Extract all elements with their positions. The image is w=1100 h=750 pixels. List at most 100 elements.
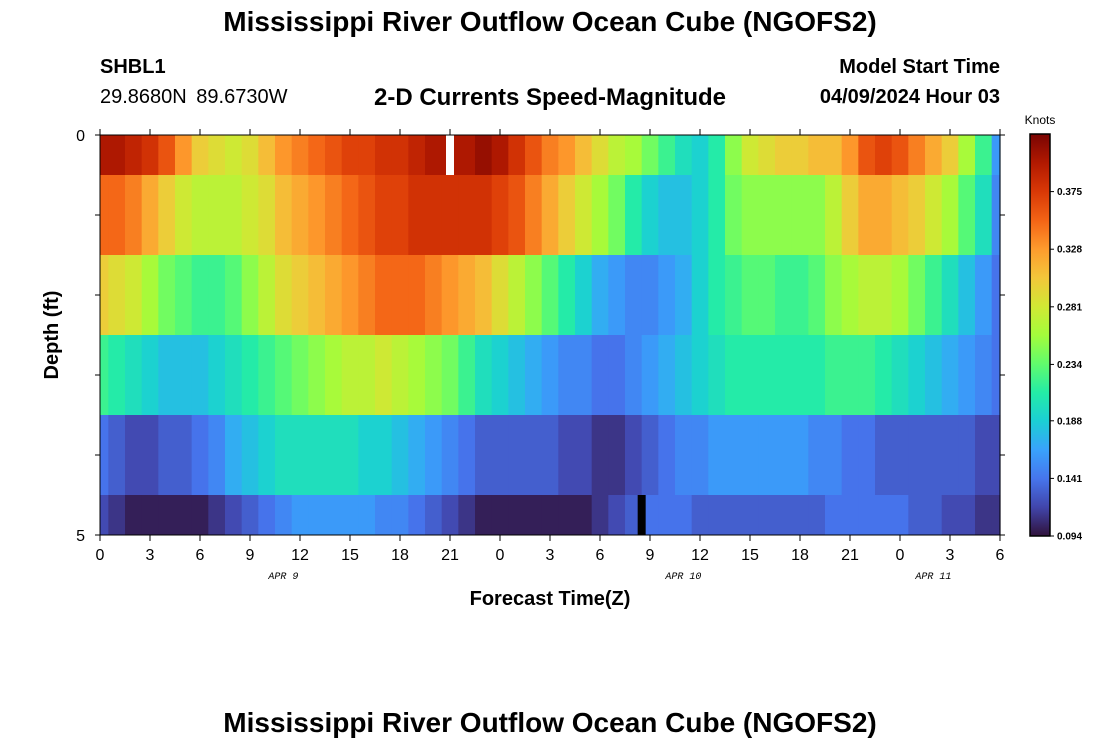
heatmap-cell [791,255,809,335]
heatmap-cell [325,495,343,535]
heatmap-cell [458,255,476,335]
heatmap-cell [175,135,193,175]
heatmap-cell [791,415,809,495]
heatmap-cell [341,175,359,255]
heatmap-cell [100,135,109,175]
heatmap-cell [408,135,426,175]
heatmap-cell [925,255,943,335]
heatmap-cell [175,175,193,255]
heatmap-cell [708,135,726,175]
heatmap-cell [691,495,709,535]
colorbar-tick-label: 0.328 [1057,245,1082,256]
heatmap-cell [108,495,126,535]
missing-data-marker [637,495,646,535]
heatmap-cell [808,415,826,495]
heatmap-cell [941,495,959,535]
heatmap-cell [491,495,509,535]
heatmap-cell [908,415,926,495]
heatmap-cell [241,175,259,255]
heatmap-cell [491,255,509,335]
heatmap-cell [858,495,876,535]
heatmap-cell [975,255,993,335]
heatmap-cell [925,495,943,535]
heatmap-cell [125,175,143,255]
heatmap-cell [108,255,126,335]
heatmap-cell [358,255,376,335]
heatmap-cell [925,415,943,495]
heatmap-cell [258,415,276,495]
heatmap-chart: 0 3 6 9 12 15 18 21 0 3 6 9 12 15 18 21 0 3 6 APR 9 APR 10 AP… [41,113,1082,610]
heatmap-cell [291,175,309,255]
x-tick-label: 6 [596,547,605,564]
heatmap-cell [541,335,559,415]
heatmap-cell [475,335,493,415]
heatmap-cell [875,335,893,415]
heatmap-cell [258,335,276,415]
heatmap-cell [425,495,443,535]
heatmap-cell [908,255,926,335]
heatmap-cell [758,255,776,335]
heatmap-cell [191,175,209,255]
heatmap-cell [908,135,926,175]
heatmap-cell [775,175,793,255]
x-tick-label: 15 [341,547,359,564]
heatmap-cell [975,175,993,255]
heatmap-cell [141,135,159,175]
heatmap-cell [408,415,426,495]
heatmap-cell [375,415,393,495]
heatmap-cell [191,255,209,335]
heatmap-cell [941,335,959,415]
x-tick-label: 0 [96,547,105,564]
heatmap-cell [625,335,643,415]
heatmap-cell [658,255,676,335]
heatmap-cell [358,135,376,175]
heatmap-cell [125,415,143,495]
colorbar-tick-label: 0.375 [1057,187,1082,198]
heatmap-cell [325,335,343,415]
heatmap-cell [958,175,976,255]
y-tick-label: 0 [76,128,85,145]
heatmap-cell [508,495,526,535]
heatmap-cell [141,175,159,255]
heatmap-cell [241,255,259,335]
heatmap-cell [725,175,743,255]
heatmap-cell [441,255,459,335]
heatmap-cell [341,335,359,415]
heatmap-cell [508,135,526,175]
heatmap-cell [558,335,576,415]
heatmap-cell [841,495,859,535]
chart-subtitle: 2-D Currents Speed-Magnitude [373,84,727,111]
x-tick-label: 12 [691,547,709,564]
station-id: SHBL1 [100,56,166,78]
heatmap-cell [475,415,493,495]
heatmap-cell [891,495,909,535]
heatmap-cell [325,415,343,495]
heatmap-cell [100,415,109,495]
heatmap-cell [175,415,193,495]
heatmap-cell [841,175,859,255]
heatmap-cell [225,255,243,335]
heatmap-cell [525,415,543,495]
heatmap-cell [441,415,459,495]
heatmap-cell [791,135,809,175]
heatmap-cell [691,175,709,255]
heatmap-cell [858,335,876,415]
heatmap-cell [391,495,409,535]
colorbar-tick-label: 0.281 [1057,302,1082,313]
x-tick-label: 6 [196,547,205,564]
heatmap-cell [291,335,309,415]
heatmap-cell [541,135,559,175]
heatmap-cell [100,495,109,535]
heatmap-cell [958,135,976,175]
heatmap-cell [641,255,659,335]
heatmap-cell [858,415,876,495]
heatmap-cell [558,135,576,175]
heatmap-cell [208,135,226,175]
x-tick-label: 12 [291,547,309,564]
heatmap-cell [408,335,426,415]
heatmap-cell [825,135,843,175]
heatmap-cell [341,495,359,535]
heatmap-cell [875,495,893,535]
heatmap-cell [891,415,909,495]
heatmap-cell [358,175,376,255]
